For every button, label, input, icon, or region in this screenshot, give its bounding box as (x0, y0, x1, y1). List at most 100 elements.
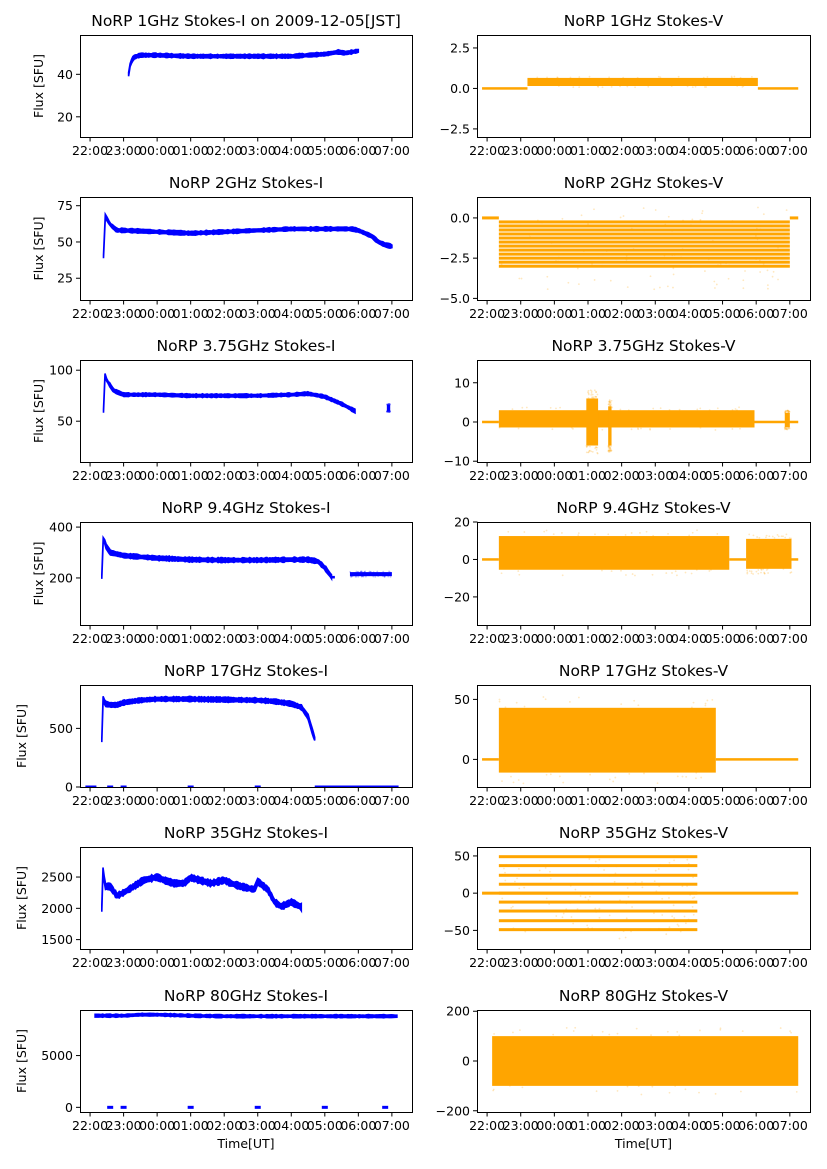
zero-point (120, 1105, 127, 1109)
scatter-point (591, 883, 594, 886)
scatter-point (658, 286, 661, 289)
scatter-point (500, 572, 503, 575)
scatter-point (590, 390, 593, 393)
scatter-point (689, 893, 692, 896)
scatter-point (784, 427, 786, 430)
scatter-point (518, 573, 521, 576)
zero-point (321, 1105, 328, 1109)
scatter-point (647, 85, 650, 88)
scatter-point (659, 76, 662, 79)
scatter-point (577, 534, 580, 537)
scatter-point (387, 410, 390, 413)
data-marks (101, 867, 303, 914)
scatter-point (778, 236, 781, 239)
scatter-point (762, 262, 765, 265)
x-tick-label: 07:00 (374, 631, 410, 646)
scatter-point (386, 403, 389, 406)
y-axis-label: Flux [SFU] (31, 54, 46, 118)
scatter-point (783, 426, 786, 429)
scatter-point (357, 571, 360, 573)
panel-80ghz-stokes-i: 22:0023:0000:0001:0002:0003:0004:0005:00… (14, 987, 413, 1151)
scatter-point (388, 403, 390, 406)
x-tick-label: 07:00 (772, 631, 808, 646)
scatter-point (597, 865, 600, 868)
chart-title: NoRP 80GHz Stokes-V (559, 987, 729, 1005)
scatter-point (777, 278, 779, 281)
scatter-point (746, 572, 749, 575)
series-segment (784, 412, 790, 428)
x-tick-label: 22:00 (469, 468, 505, 483)
scatter-point (659, 407, 662, 410)
scatter-point (561, 532, 563, 534)
scatter-point (795, 1090, 798, 1093)
scatter-point (569, 701, 571, 703)
scatter-point (387, 402, 390, 405)
scatter-point (773, 536, 776, 539)
scatter-point (788, 411, 791, 413)
scatter-point (354, 575, 357, 578)
scatter-point (492, 1088, 495, 1091)
x-tick-label: 03:00 (240, 631, 276, 646)
scatter-point (561, 916, 564, 919)
scatter-point (698, 1091, 700, 1094)
y-tick-label: 0 (462, 1054, 470, 1069)
scatter-point (610, 449, 613, 452)
level-line (498, 264, 790, 268)
x-tick-label: 06:00 (340, 631, 376, 646)
scatter-point (695, 777, 697, 780)
scatter-point (691, 905, 694, 908)
x-tick-label: 22:00 (72, 793, 108, 808)
zero-point (382, 1105, 389, 1109)
scatter-point (524, 930, 527, 933)
scatter-point (630, 227, 633, 230)
scatter-point (699, 218, 702, 221)
y-tick-label: 2.5 (450, 40, 470, 55)
scatter-point (786, 409, 789, 412)
scatter-point (683, 915, 686, 918)
scatter-point (628, 773, 631, 775)
scatter-point (622, 76, 625, 79)
x-tick-label: 07:00 (772, 468, 808, 483)
scatter-point (519, 224, 522, 227)
scatter-point (538, 869, 541, 872)
scatter-point (719, 1027, 722, 1030)
scatter-point (594, 860, 597, 863)
scatter-point (693, 896, 696, 899)
scatter-point (630, 428, 633, 431)
level-line (498, 220, 790, 224)
x-tick-label: 06:00 (340, 468, 376, 483)
scatter-point (639, 532, 641, 534)
x-tick-label: 07:00 (374, 793, 410, 808)
x-tick-label: 22:00 (72, 306, 108, 321)
scatter-point (586, 924, 589, 927)
scatter-point (656, 782, 659, 785)
scatter-point (602, 260, 605, 263)
scatter-point (511, 408, 514, 411)
scatter-point (784, 410, 787, 413)
scatter-point (640, 1093, 643, 1096)
x-tick-label: 01:00 (570, 1118, 606, 1133)
scatter-point (696, 529, 698, 532)
scatter-point (711, 698, 714, 701)
scatter-point (569, 76, 572, 79)
scatter-point (608, 445, 610, 448)
x-tick-label: 04:00 (273, 955, 309, 970)
scatter-point (517, 779, 520, 781)
scatter-point (519, 1029, 521, 1032)
scatter-point (576, 873, 579, 876)
scatter-point (608, 446, 611, 449)
scatter-point (746, 569, 749, 572)
zero-point (254, 1105, 261, 1109)
scatter-point (349, 570, 352, 573)
level-line (498, 244, 790, 248)
scatter-point (364, 575, 367, 578)
scatter-point (607, 403, 610, 406)
scatter-point (607, 449, 610, 452)
x-tick-label: 04:00 (273, 306, 309, 321)
x-tick-label: 04:00 (671, 1118, 707, 1133)
scatter-point (608, 402, 611, 405)
scatter-point (387, 575, 390, 578)
scatter-point (624, 534, 627, 536)
scatter-point (767, 572, 769, 574)
y-tick-label: 40 (57, 67, 73, 82)
